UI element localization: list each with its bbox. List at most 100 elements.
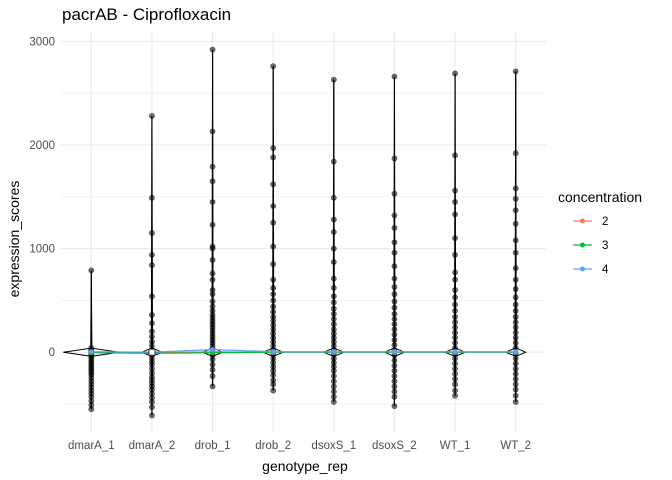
data-point	[149, 230, 155, 236]
data-point	[149, 262, 155, 269]
data-point	[512, 334, 519, 341]
data-point	[330, 399, 337, 405]
data-point	[512, 339, 519, 346]
data-point	[270, 291, 277, 298]
data-point	[391, 212, 398, 219]
data-point	[330, 388, 337, 395]
data-point	[512, 329, 519, 336]
x-tick-label: dsoxS_1	[311, 440, 356, 452]
data-point	[452, 307, 458, 314]
data-point	[452, 387, 458, 394]
data-point	[270, 297, 277, 304]
data-point	[391, 378, 398, 385]
data-point	[330, 158, 337, 165]
data-point	[391, 291, 398, 298]
data-point	[452, 324, 458, 331]
data-point	[149, 312, 155, 318]
data-point	[391, 367, 398, 374]
data-point	[452, 187, 458, 194]
x-tick-label: dsoxS_2	[372, 440, 417, 452]
data-point	[512, 386, 519, 393]
data-point	[209, 383, 216, 390]
x-tick-label: WT_2	[500, 440, 531, 452]
data-point	[512, 294, 519, 301]
data-point	[330, 321, 337, 328]
data-point	[209, 46, 216, 53]
data-point	[512, 381, 519, 388]
data-point	[149, 404, 155, 411]
data-point	[330, 367, 337, 374]
data-point	[452, 339, 458, 346]
y-axis: 0 1000 2000 3000	[29, 36, 55, 359]
data-point	[209, 356, 216, 363]
data-point	[330, 305, 337, 312]
data-point	[512, 195, 519, 202]
data-point	[209, 361, 216, 368]
data-point	[391, 284, 398, 290]
data-point	[512, 265, 519, 272]
data-point	[330, 299, 337, 306]
data-point	[452, 235, 458, 242]
data-point	[270, 276, 277, 283]
data-point	[452, 319, 458, 326]
data-point	[391, 190, 398, 197]
legend-key-point	[580, 266, 585, 272]
data-point	[452, 287, 458, 293]
data-point	[452, 329, 458, 336]
data-point	[330, 285, 337, 291]
data-point	[330, 383, 337, 390]
data-point	[88, 267, 95, 274]
data-point	[512, 286, 519, 292]
data-point	[270, 63, 277, 70]
data-point	[270, 243, 277, 250]
data-point	[512, 399, 519, 405]
data-point	[330, 245, 337, 252]
legend-label: 3	[602, 240, 608, 252]
data-point	[330, 316, 337, 322]
data-point	[512, 150, 519, 157]
legend-key-point	[580, 242, 585, 248]
x-tick-label: WT_1	[440, 440, 471, 452]
data-point	[452, 70, 458, 77]
data-point	[330, 310, 337, 317]
data-point	[330, 216, 337, 223]
y-axis-title: expression_scores	[6, 181, 22, 298]
data-point	[149, 399, 155, 405]
data-point	[452, 269, 458, 276]
data-point	[209, 257, 216, 263]
data-point	[330, 229, 337, 235]
legend: concentration 2 3 4	[558, 189, 642, 276]
data-point	[270, 145, 277, 151]
data-point	[209, 128, 216, 135]
data-marks	[63, 46, 527, 419]
data-point	[391, 298, 398, 305]
data-point	[452, 199, 458, 205]
series-point-4	[391, 349, 397, 355]
data-point	[452, 376, 458, 383]
data-point	[452, 276, 458, 283]
data-point	[149, 251, 155, 258]
x-axis-title: genotype_rep	[262, 458, 348, 474]
series-line-4	[91, 349, 516, 353]
data-point	[330, 293, 337, 300]
data-point	[512, 68, 519, 75]
series-point-4	[210, 347, 216, 353]
data-point	[209, 163, 216, 170]
data-point	[209, 245, 216, 252]
data-point	[391, 336, 398, 343]
data-point	[512, 376, 519, 383]
data-point	[209, 221, 216, 228]
data-point	[330, 378, 337, 385]
data-point	[512, 276, 519, 283]
data-point	[149, 328, 155, 335]
y-tick-label: 2000	[29, 140, 55, 152]
data-point	[391, 331, 398, 338]
grid-lines	[61, 32, 546, 432]
data-point	[512, 392, 519, 399]
data-point	[512, 314, 519, 320]
plot-panel	[61, 32, 546, 432]
data-point	[391, 310, 398, 317]
data-point	[149, 113, 155, 119]
series-point-4	[270, 349, 276, 355]
data-point	[391, 73, 398, 80]
